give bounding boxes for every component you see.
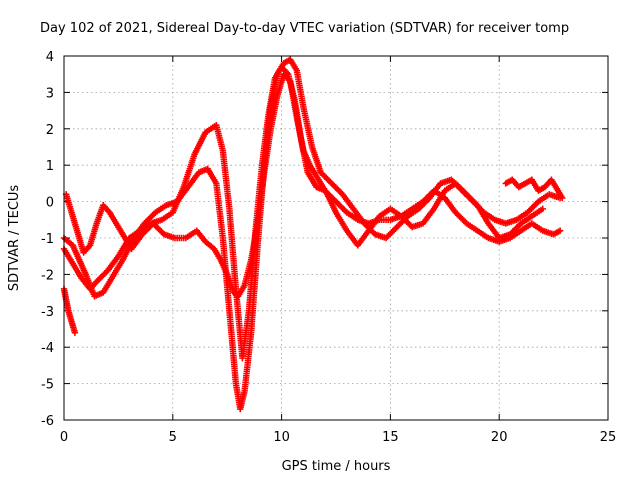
series-track-3 [62, 71, 546, 300]
y-tick-labels: -6 -5 -4 -3 -2 -1 0 1 2 3 4 [41, 50, 54, 429]
y-tick-label: 3 [46, 86, 54, 101]
y-tick-label: -1 [41, 232, 54, 247]
y-tick-label: 2 [46, 123, 54, 138]
plot-frame [63, 55, 609, 421]
x-tick-label: 20 [491, 430, 508, 445]
data-point [559, 194, 566, 202]
y-tick-label: -3 [41, 305, 54, 320]
y-tick-label: -5 [41, 378, 54, 393]
y-tick-label: 4 [46, 50, 54, 65]
chart-title: Day 102 of 2021, Sidereal Day-to-day VTE… [40, 21, 569, 36]
series-track-4 [60, 285, 79, 336]
y-tick-label: -6 [41, 414, 54, 429]
x-tick-label: 5 [169, 430, 177, 445]
y-axis-label: SDTVAR / TECUs [7, 185, 22, 292]
y-tick-label: -2 [41, 268, 54, 283]
x-tick-label: 10 [273, 430, 290, 445]
data-point [556, 227, 564, 234]
data-points [60, 56, 566, 413]
y-tick-label: -4 [41, 341, 54, 356]
x-tick-label: 15 [382, 430, 399, 445]
y-tick-label: 0 [46, 196, 54, 211]
series-track-5 [502, 176, 566, 202]
data-point [71, 329, 79, 336]
x-tick-label: 0 [60, 430, 68, 445]
series-track-2 [60, 56, 564, 413]
x-tick-labels: 0 5 10 15 20 25 [60, 430, 616, 445]
data-point [539, 205, 546, 213]
y-tick-label: 1 [46, 159, 54, 174]
x-tick-label: 25 [600, 430, 617, 445]
grid [64, 56, 608, 420]
x-axis-label: GPS time / hours [282, 459, 391, 474]
